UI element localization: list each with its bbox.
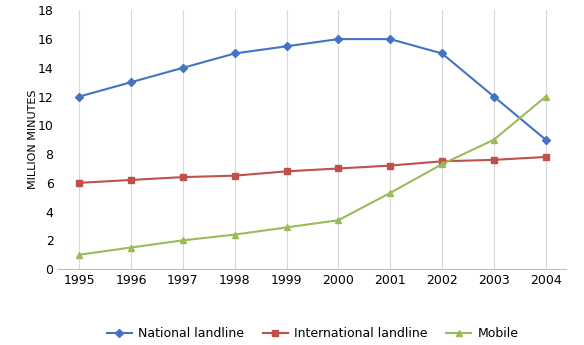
- Mobile: [439, 162, 446, 166]
- Mobile: [283, 225, 290, 229]
- National landline: [387, 37, 394, 41]
- International landline: [335, 166, 342, 170]
- International landline: [283, 169, 290, 174]
- National landline: [231, 51, 238, 56]
- National landline: [76, 95, 83, 99]
- Line: National landline: National landline: [76, 36, 549, 143]
- Line: Mobile: Mobile: [76, 93, 549, 258]
- Line: International landline: International landline: [76, 154, 549, 186]
- Mobile: [231, 233, 238, 237]
- Y-axis label: MILLION MINUTES: MILLION MINUTES: [29, 90, 39, 189]
- National landline: [439, 51, 446, 56]
- Mobile: [335, 218, 342, 222]
- National landline: [179, 66, 186, 70]
- National landline: [542, 138, 549, 142]
- International landline: [387, 164, 394, 168]
- Mobile: [127, 246, 134, 250]
- Mobile: [542, 95, 549, 99]
- National landline: [283, 44, 290, 48]
- Mobile: [491, 138, 498, 142]
- International landline: [231, 174, 238, 178]
- International landline: [179, 175, 186, 179]
- Legend: National landline, International landline, Mobile: National landline, International landlin…: [102, 322, 523, 345]
- National landline: [335, 37, 342, 41]
- International landline: [76, 181, 83, 185]
- International landline: [439, 159, 446, 164]
- International landline: [491, 158, 498, 162]
- Mobile: [387, 191, 394, 195]
- National landline: [127, 80, 134, 84]
- National landline: [491, 95, 498, 99]
- Mobile: [76, 253, 83, 257]
- Mobile: [179, 238, 186, 243]
- International landline: [542, 155, 549, 159]
- International landline: [127, 178, 134, 182]
